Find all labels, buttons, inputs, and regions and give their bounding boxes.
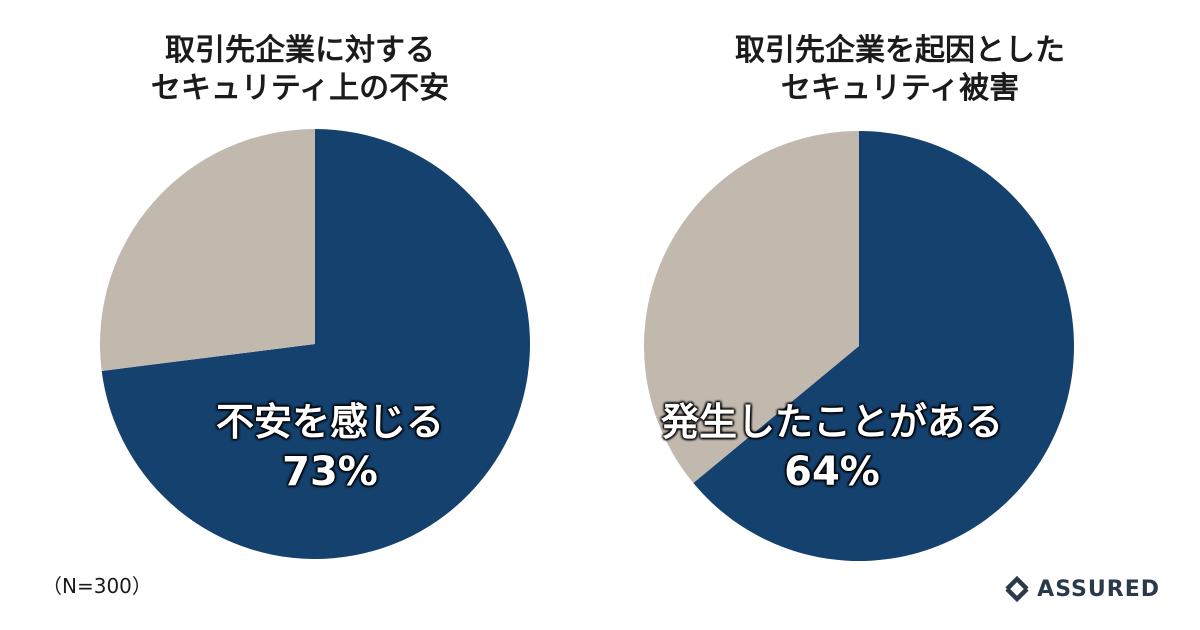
- chart-right: 取引先企業を起因とした セキュリティ被害 発生したことがある 64%: [600, 0, 1200, 630]
- pie-slice-label: 発生したことがある 64%: [602, 398, 1062, 498]
- logo-text: ASSURED: [1037, 576, 1160, 602]
- pie-slice-1: [101, 129, 530, 560]
- assured-logo-icon: [1005, 575, 1029, 603]
- chart-title-line-1: 取引先企業に対する: [165, 33, 435, 68]
- slice-label-text: 発生したことがある: [660, 400, 1003, 444]
- pie-chart-left: [100, 129, 530, 560]
- chart-title: 取引先企業に対する セキュリティ上の不安: [0, 32, 600, 108]
- chart-title: 取引先企業を起因とした セキュリティ被害: [600, 32, 1200, 108]
- chart-left: 取引先企業に対する セキュリティ上の不安 不安を感じる 73% （N=300）: [0, 32, 600, 598]
- slice-value-label: 64%: [784, 449, 880, 495]
- chart-title-line-2: セキュリティ上の不安: [150, 71, 450, 106]
- chart-title-line-1: 取引先企業を起因とした: [735, 33, 1065, 68]
- brand-logo: ASSURED: [1003, 574, 1160, 604]
- pie-slice-2: [100, 129, 315, 371]
- chart-title-line-2: セキュリティ被害: [780, 71, 1020, 106]
- pie-slice-1: [693, 131, 1074, 561]
- slice-label-text: 不安を感じる: [215, 400, 444, 444]
- sample-size-note: （N=300）: [42, 574, 152, 598]
- slice-value-label: 73%: [282, 449, 378, 495]
- pie-slice-label: 不安を感じる 73%: [100, 398, 560, 498]
- pie-chart-right: [644, 131, 1074, 561]
- pie-slice-2: [644, 131, 859, 484]
